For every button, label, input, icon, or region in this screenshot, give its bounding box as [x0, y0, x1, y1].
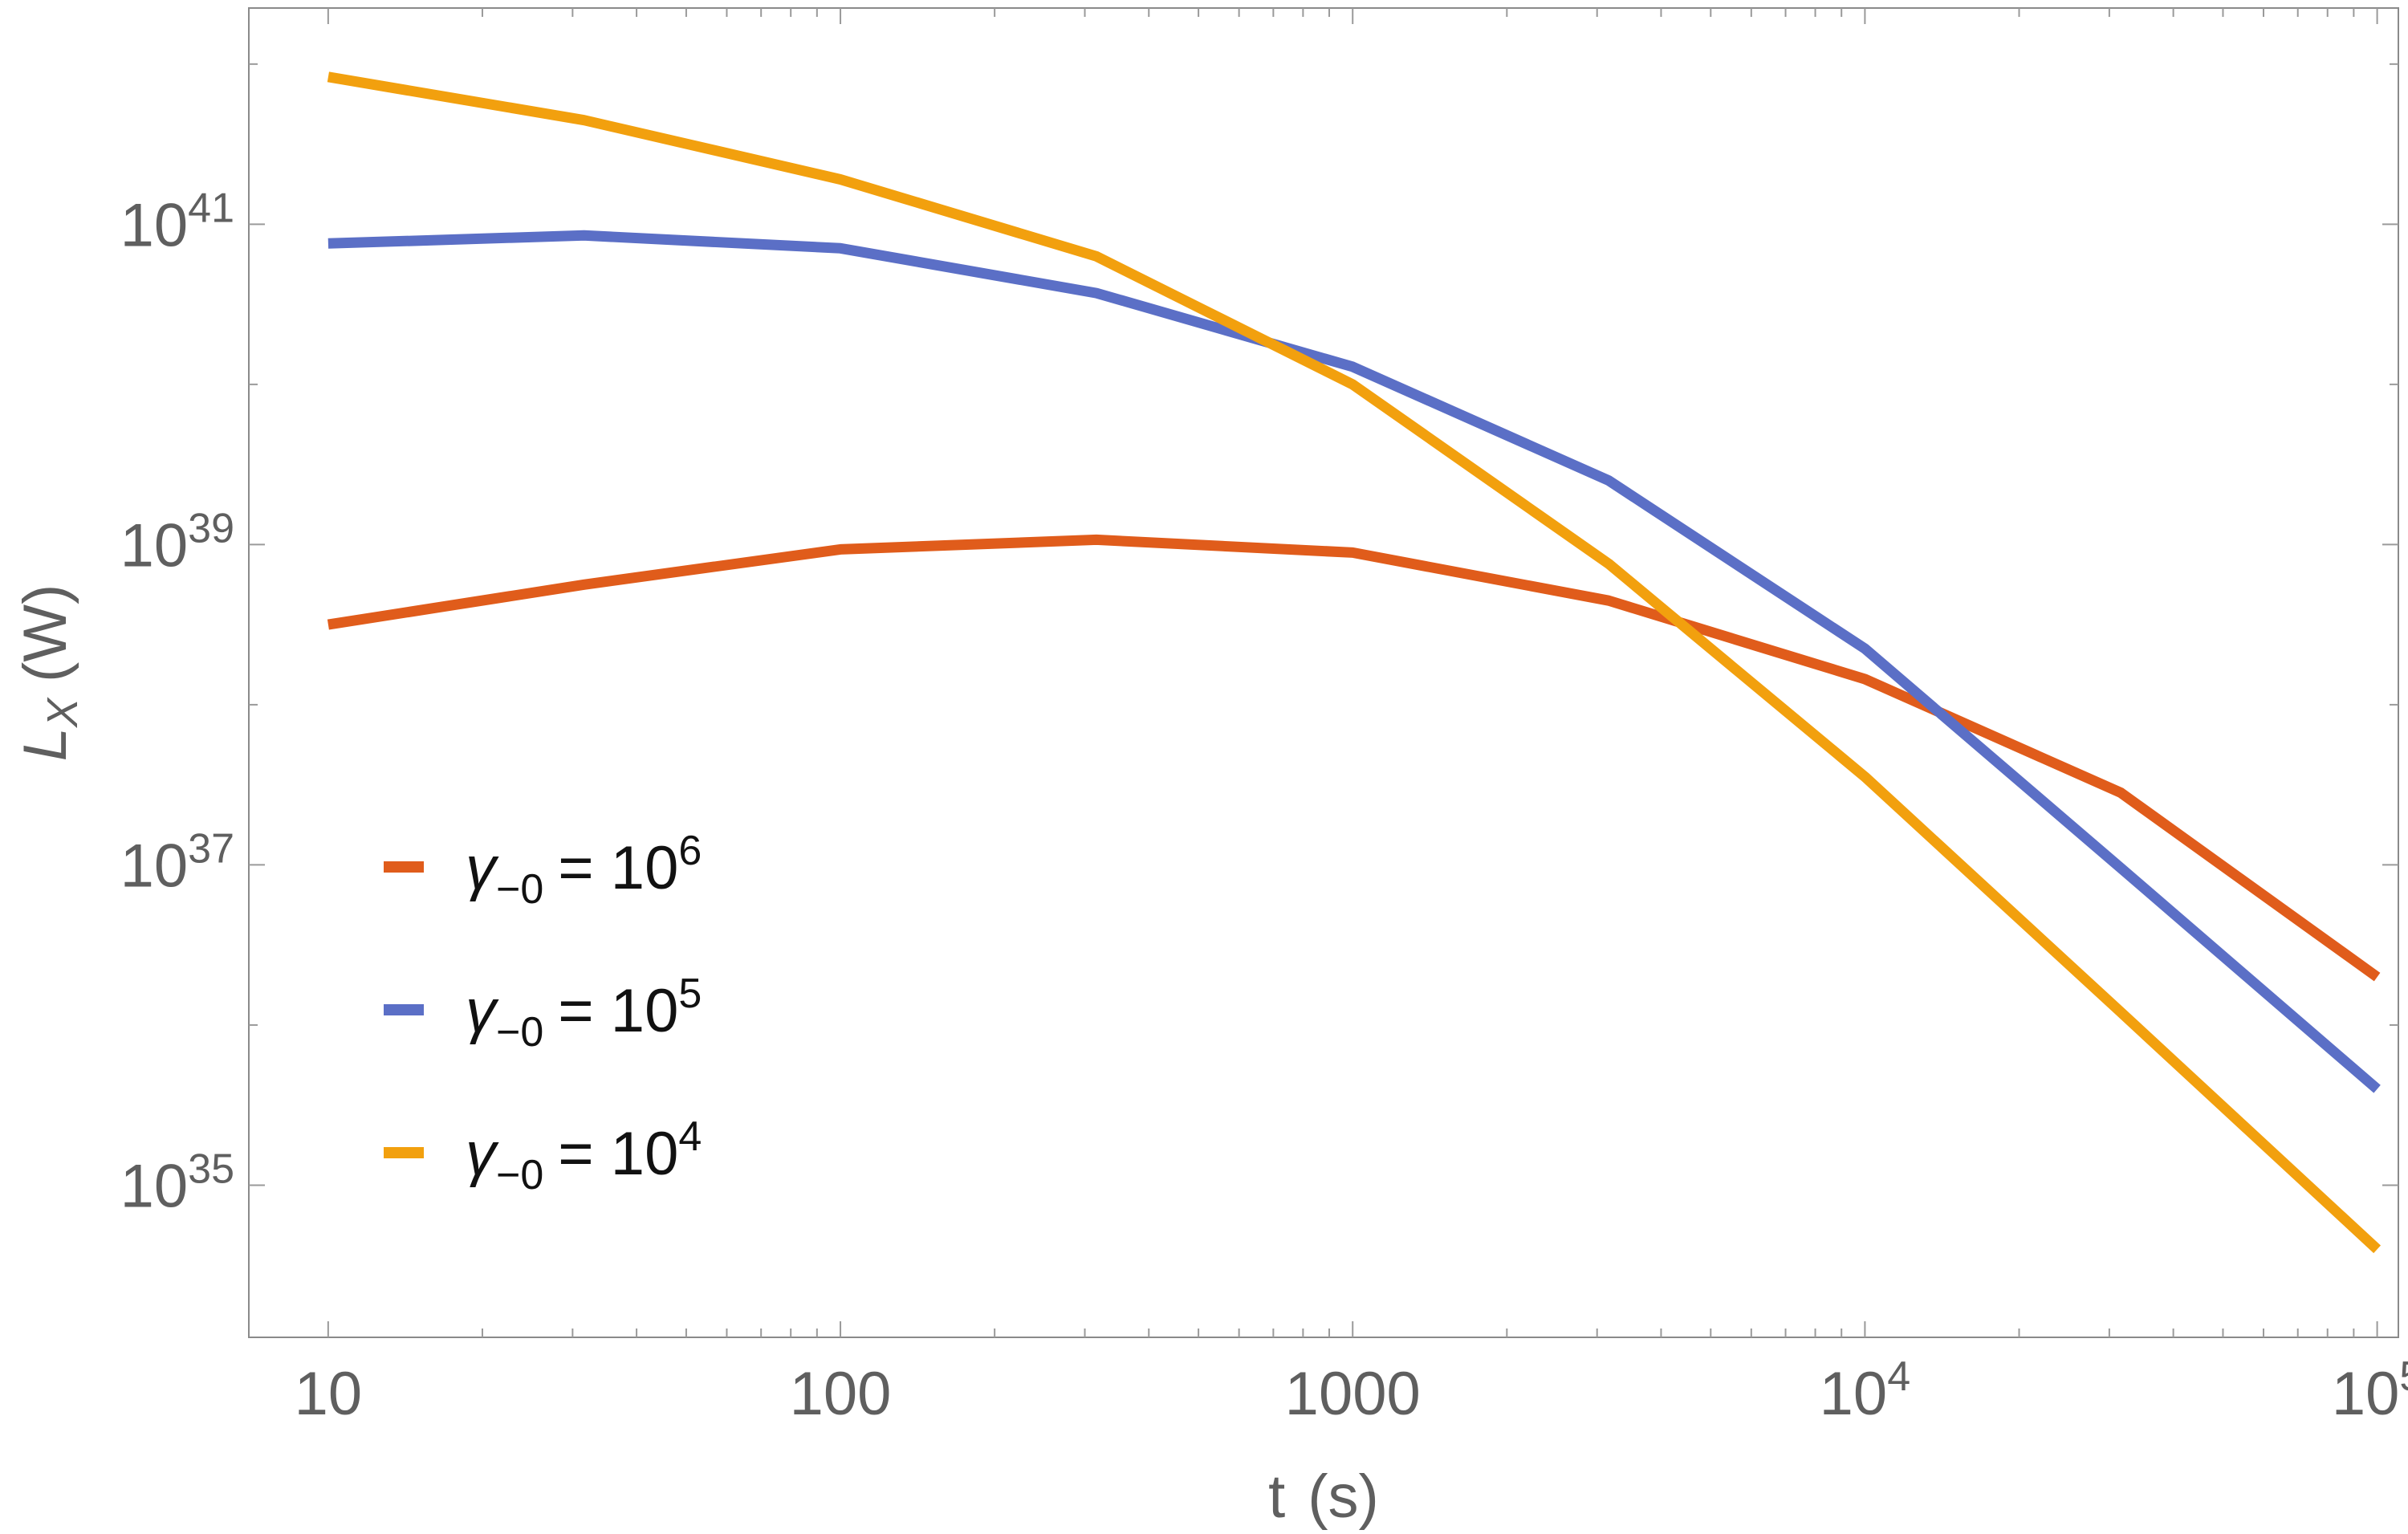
- x-axis-label: t (s): [1268, 1463, 1379, 1531]
- axis-ticks: [249, 8, 2398, 1337]
- y-tick-label: 1037: [120, 825, 234, 900]
- x-tick-label: 10: [295, 1360, 363, 1428]
- series-line-3: [327, 71, 2382, 1254]
- x-tick-label: 105: [2332, 1353, 2408, 1428]
- legend-label: γ−0 = 105: [466, 970, 702, 1056]
- x-tick-label: 104: [1820, 1353, 1910, 1428]
- y-axis-label: LX(W): [11, 584, 87, 762]
- x-tick-label: 100: [790, 1360, 892, 1428]
- legend: γ−0 = 106 γ−0 = 105 γ−0 = 104: [384, 828, 702, 1198]
- series-line-2: [327, 230, 2381, 1093]
- series-line-1: [327, 534, 2381, 982]
- series-lines: [327, 71, 2382, 1254]
- plot-frame: [248, 7, 2399, 1338]
- legend-label: γ−0 = 104: [466, 1113, 702, 1198]
- y-tick-label: 1035: [120, 1145, 234, 1220]
- y-tick-label: 1039: [120, 505, 234, 580]
- x-tick-label: 1000: [1285, 1360, 1421, 1428]
- y-tick-label: 1041: [120, 185, 234, 259]
- legend-label: γ−0 = 106: [466, 828, 702, 913]
- tick-labels: 10 100 1000 104 105 1035 1037 1039 1041: [120, 185, 2408, 1428]
